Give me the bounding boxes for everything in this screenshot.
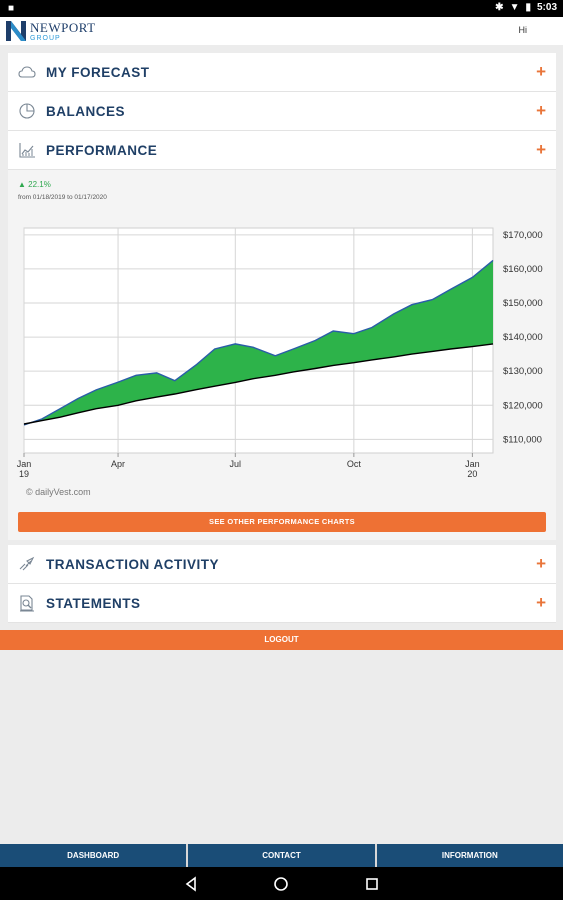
logo-sub-text: GROUP — [30, 35, 61, 42]
y-tick-label: $160,000 — [503, 264, 543, 275]
tab-dashboard[interactable]: DASHBOARD — [0, 844, 189, 867]
forecast-expand-button[interactable]: + — [536, 62, 546, 81]
balance-line — [23, 259, 494, 426]
x-tick-label: Oct — [347, 459, 362, 469]
y-tick-label: $110,000 — [503, 434, 542, 445]
performance-gain: ▲ 22.1% — [18, 180, 51, 189]
wifi-icon: ▼ — [509, 2, 520, 13]
home-icon[interactable] — [272, 875, 290, 893]
copyright-icon: © — [26, 487, 33, 497]
status-bar: ■ ✱ ▼ ▮ 5:03 — [0, 0, 563, 17]
notification-icon: ■ — [8, 3, 15, 14]
y-tick-label: $140,000 — [503, 332, 543, 343]
transfer-icon — [19, 556, 35, 571]
x-tick-label: Jul — [230, 459, 242, 469]
newport-logo[interactable]: NEWPORT GROUP — [4, 19, 96, 43]
pie-chart-icon — [19, 103, 35, 119]
battery-icon: ▮ — [525, 2, 531, 13]
line-chart-icon — [19, 143, 35, 158]
system-nav-bar — [0, 867, 563, 900]
x-tick-label: Apr — [111, 459, 125, 469]
x-tick-sublabel: 20 — [467, 469, 477, 479]
see-other-charts-button[interactable]: SEE OTHER PERFORMANCE CHARTS — [18, 512, 546, 532]
statements-section[interactable]: STATEMENTS + — [8, 584, 556, 623]
statements-expand-button[interactable]: + — [536, 593, 546, 612]
y-tick-label: $170,000 — [503, 230, 543, 241]
performance-expand-button[interactable]: + — [536, 140, 546, 159]
clock: 5:03 — [536, 2, 557, 13]
logo-main-text: NEWPORT — [30, 20, 96, 35]
statements-label: STATEMENTS — [46, 596, 141, 611]
newport-n-logo-icon — [6, 21, 26, 41]
chart-credit-text: dailyVest.com — [35, 487, 91, 497]
tab-contact[interactable]: CONTACT — [188, 844, 377, 867]
document-search-icon — [20, 595, 34, 612]
back-icon[interactable] — [182, 875, 200, 893]
contributions-line — [23, 343, 494, 425]
transactions-section[interactable]: TRANSACTION ACTIVITY + — [8, 545, 556, 584]
x-tick-sublabel: 19 — [19, 469, 29, 479]
gain-area — [24, 260, 493, 425]
balances-label: BALANCES — [46, 104, 126, 119]
app-header: NEWPORT GROUP Hi — [0, 17, 563, 45]
performance-section[interactable]: PERFORMANCE + — [8, 131, 556, 170]
user-greeting: Hi — [518, 25, 528, 35]
cloud-icon — [18, 66, 36, 78]
logout-button[interactable]: LOGOUT — [0, 630, 563, 650]
chart-credit: © dailyVest.com — [26, 487, 91, 497]
tab-information[interactable]: INFORMATION — [376, 844, 563, 867]
performance-label: PERFORMANCE — [46, 143, 158, 158]
y-tick-label: $130,000 — [503, 366, 543, 377]
bottom-tab-bar: DASHBOARD CONTACT INFORMATION — [0, 844, 563, 867]
balances-section[interactable]: BALANCES + — [8, 92, 556, 131]
bluetooth-icon: ✱ — [495, 2, 504, 13]
performance-body: ▲ 22.1% from 01/18/2019 to 01/17/2020 $1… — [8, 170, 556, 540]
balances-expand-button[interactable]: + — [536, 101, 546, 120]
x-tick-label: Jan — [17, 459, 32, 469]
forecast-section[interactable]: MY FORECAST + — [8, 53, 556, 92]
x-tick-label: Jan — [465, 459, 480, 469]
performance-date-range: from 01/18/2019 to 01/17/2020 — [18, 194, 107, 201]
forecast-label: MY FORECAST — [46, 65, 150, 80]
recents-icon[interactable] — [363, 875, 381, 893]
transactions-label: TRANSACTION ACTIVITY — [46, 557, 219, 572]
transactions-expand-button[interactable]: + — [536, 554, 546, 573]
y-tick-label: $120,000 — [503, 400, 543, 411]
performance-chart: $110,000 $120,000 $130,000 $140,000 $150,000… — [17, 227, 543, 479]
y-tick-label: $150,000 — [503, 298, 543, 309]
